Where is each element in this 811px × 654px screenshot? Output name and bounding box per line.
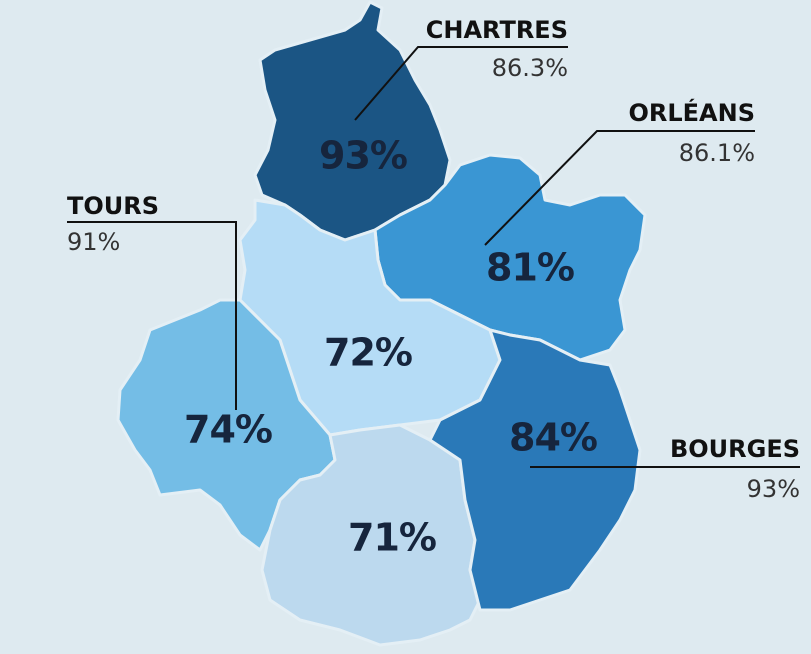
- region-value: 74%: [184, 408, 272, 452]
- region-value: 93%: [319, 134, 407, 178]
- region-value: 71%: [348, 516, 436, 560]
- city-name: CHARTRES: [426, 16, 568, 44]
- leader-line: [484, 130, 755, 246]
- city-name: BOURGES: [670, 435, 800, 463]
- leader-line: [354, 46, 568, 121]
- region-bourges: [428, 328, 642, 612]
- city-value: 91%: [67, 228, 120, 256]
- city-value: 86.3%: [492, 54, 568, 82]
- region-value: 81%: [486, 246, 574, 290]
- region-value: 84%: [509, 416, 597, 460]
- region-value: 72%: [324, 331, 412, 375]
- city-name: ORLÉANS: [628, 98, 755, 127]
- city-name: TOURS: [67, 192, 159, 220]
- city-value: 86.1%: [679, 139, 755, 167]
- leader-line: [67, 221, 237, 410]
- city-value: 93%: [747, 475, 800, 503]
